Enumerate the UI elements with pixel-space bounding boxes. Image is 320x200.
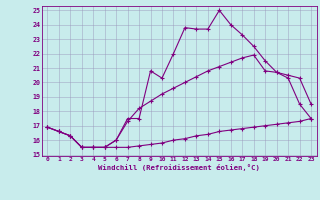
X-axis label: Windchill (Refroidissement éolien,°C): Windchill (Refroidissement éolien,°C) [98, 164, 260, 171]
